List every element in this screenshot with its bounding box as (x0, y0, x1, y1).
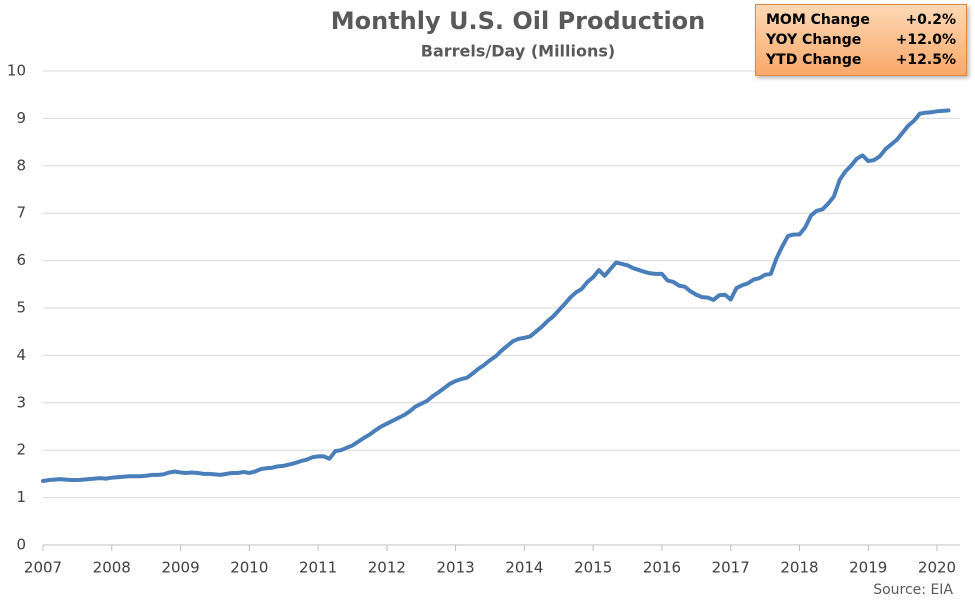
x-tick-label: 2014 (505, 559, 543, 577)
x-tick-label: 2007 (24, 559, 62, 577)
x-tick-label: 2018 (780, 559, 818, 577)
info-label: YOY Change (766, 32, 862, 48)
x-tick-label: 2017 (712, 559, 750, 577)
chart-subtitle: Barrels/Day (Millions) (421, 42, 615, 61)
info-row: YTD Change +12.5% (766, 50, 956, 70)
y-tick-label: 0 (16, 536, 26, 554)
x-tick-label: 2010 (230, 559, 268, 577)
x-tick-label: 2008 (93, 559, 131, 577)
y-tick-label: 3 (16, 393, 26, 411)
y-tick-label: 6 (16, 251, 26, 269)
y-tick-label: 10 (7, 62, 26, 80)
info-label: MOM Change (766, 12, 870, 28)
y-tick-label: 2 (16, 441, 26, 459)
info-label: YTD Change (766, 52, 862, 68)
info-box: MOM Change +0.2% YOY Change +12.0% YTD Chang… (755, 4, 967, 76)
y-tick-label: 1 (16, 488, 26, 506)
y-tick-label: 8 (16, 156, 26, 174)
info-value: +12.5% (895, 52, 956, 68)
info-value: +0.2% (905, 12, 956, 28)
y-tick-label: 7 (16, 204, 26, 222)
x-tick-label: 2016 (643, 559, 681, 577)
y-tick-label: 5 (16, 299, 26, 317)
y-tick-label: 4 (16, 346, 26, 364)
x-tick-label: 2013 (437, 559, 475, 577)
x-tick-label: 2020 (918, 559, 956, 577)
y-tick-label: 9 (16, 109, 26, 127)
x-tick-label: 2019 (849, 559, 887, 577)
info-row: YOY Change +12.0% (766, 30, 956, 50)
info-row: MOM Change +0.2% (766, 10, 956, 30)
x-tick-label: 2012 (368, 559, 406, 577)
chart-title: Monthly U.S. Oil Production (331, 7, 706, 35)
x-tick-label: 2009 (161, 559, 199, 577)
line-series (41, 108, 951, 484)
x-tick-label: 2015 (574, 559, 612, 577)
x-tick-label: 2011 (299, 559, 337, 577)
source: Source: EIA (873, 582, 953, 598)
info-value: +12.0% (895, 32, 956, 48)
